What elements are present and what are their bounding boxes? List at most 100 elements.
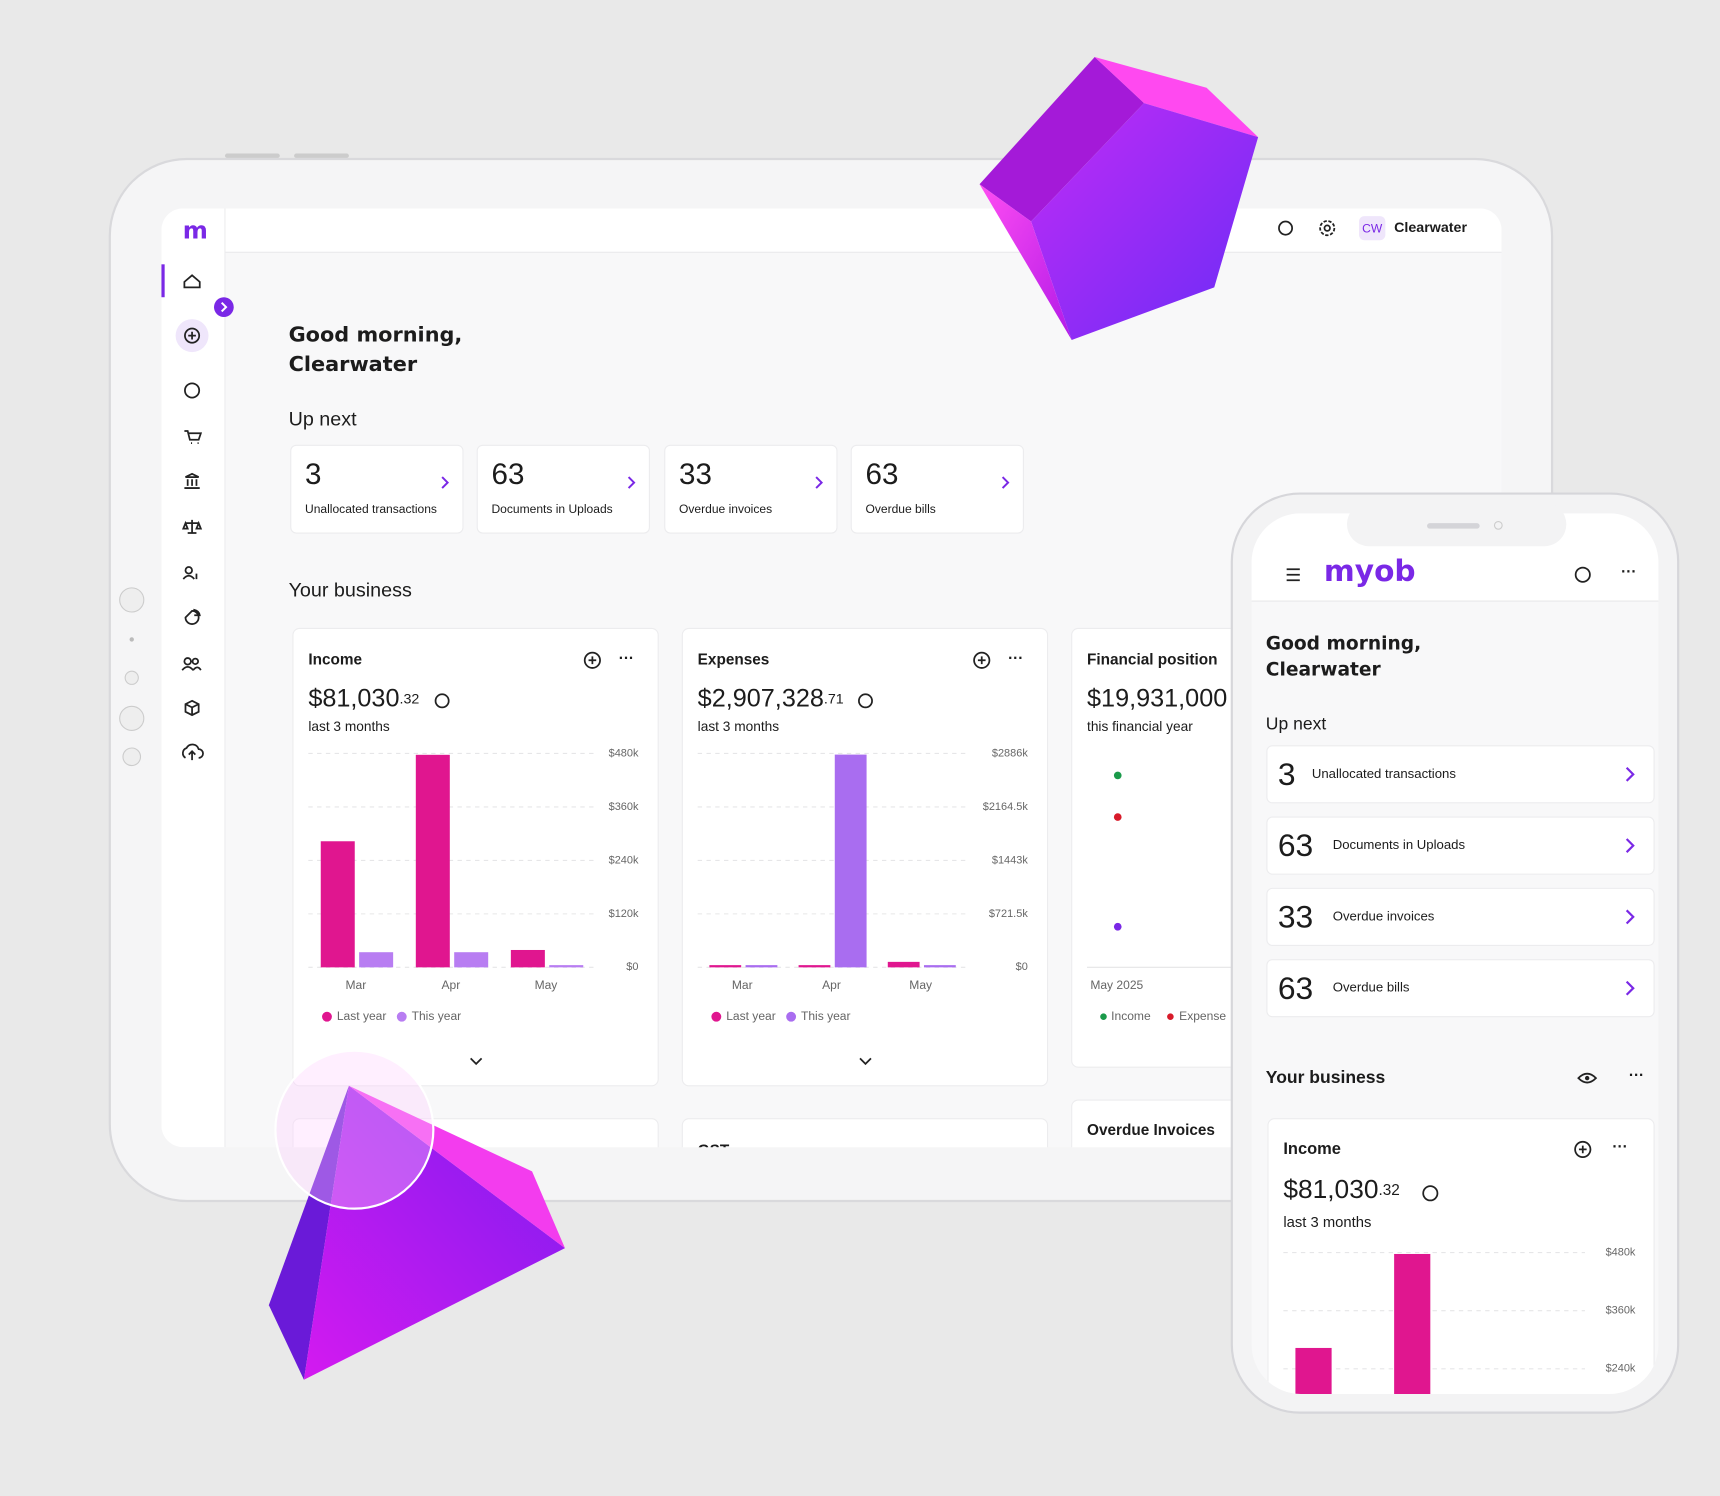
chevron: [1001, 476, 1010, 489]
info-icon[interactable]: [434, 693, 450, 709]
section-title: Up next: [1266, 714, 1327, 734]
chevron: [627, 476, 636, 489]
amount: $19,931,000: [1087, 684, 1227, 712]
expand-button[interactable]: [214, 297, 234, 317]
up-next-card[interactable]: [476, 444, 650, 534]
purchases-icon[interactable]: [184, 430, 203, 444]
card-title: Income: [308, 651, 362, 668]
account-name[interactable]: Clearwater: [1394, 220, 1467, 236]
period: last 3 months: [698, 719, 780, 734]
settings-icon[interactable]: [1319, 220, 1336, 237]
legend-label: Income: [1111, 1009, 1151, 1023]
cube-face: [979, 57, 1145, 222]
amount-main: $81,030: [308, 684, 399, 712]
lens: [274, 1049, 435, 1210]
speaker: [1427, 523, 1480, 529]
chevron: [441, 476, 450, 489]
help-icon[interactable]: [1278, 220, 1294, 236]
expand-chevron[interactable]: [859, 1057, 872, 1066]
up-next-count: 63: [491, 458, 524, 491]
help-icon[interactable]: [1574, 566, 1591, 583]
chevron: [1625, 980, 1635, 996]
accounting-icon[interactable]: [181, 519, 203, 534]
up-next-card[interactable]: [290, 444, 464, 534]
add-plus: [1578, 1145, 1587, 1154]
expand-chevron[interactable]: [470, 1057, 483, 1066]
bar: [415, 754, 450, 968]
upload-icon[interactable]: [181, 743, 204, 761]
amount-cents: .71: [824, 692, 844, 708]
payroll-icon[interactable]: [182, 566, 198, 580]
up-next-label: Unallocated transactions: [305, 502, 437, 516]
legend-label: Expense: [1179, 1009, 1226, 1023]
up-next-card[interactable]: [850, 444, 1024, 534]
up-next-count: 3: [1278, 756, 1296, 792]
up-next-label: Overdue invoices: [679, 502, 772, 516]
legend-dot: [711, 1011, 722, 1022]
bar: [454, 952, 489, 968]
period: last 3 months: [308, 719, 390, 734]
sidebar: [161, 208, 225, 1148]
add-icon[interactable]: [583, 651, 601, 669]
y-tick-label: $2886k: [992, 747, 1028, 759]
legend-dot: [1100, 1013, 1107, 1020]
legend-label: Last year: [726, 1009, 776, 1023]
add-icon[interactable]: [973, 651, 991, 669]
reports-icon[interactable]: [184, 608, 201, 625]
x-tick-label: Mar: [345, 978, 366, 992]
more-icon[interactable]: ···: [1621, 564, 1636, 581]
up-next-label: Documents in Uploads: [491, 502, 612, 516]
up-next-card[interactable]: [664, 444, 838, 534]
y-tick-label: $480k: [609, 747, 639, 759]
more-icon[interactable]: ···: [1008, 650, 1023, 667]
y-tick-label: $480k: [1606, 1246, 1636, 1258]
up-next-count: 63: [1278, 827, 1313, 863]
pyramid-face: [348, 1085, 565, 1249]
menu-icon[interactable]: [1286, 568, 1300, 582]
avatar[interactable]: [1359, 216, 1386, 241]
bar: [834, 754, 867, 968]
create-icon[interactable]: [184, 327, 201, 344]
up-next-card[interactable]: [1266, 816, 1655, 875]
contacts-icon[interactable]: [181, 657, 202, 671]
bar: [709, 965, 742, 968]
bar: [1295, 1347, 1332, 1394]
settings-center: [1323, 224, 1331, 232]
eye-icon[interactable]: [1577, 1072, 1598, 1084]
tablet-button: [122, 747, 142, 767]
up-next-count: 63: [1278, 970, 1313, 1006]
y-tick-label: $360k: [609, 801, 639, 813]
add-plus: [588, 656, 597, 665]
sales-icon[interactable]: [184, 382, 201, 399]
y-tick-label: $0: [1016, 961, 1028, 973]
more-icon[interactable]: ···: [1629, 1067, 1644, 1084]
tablet-button: [124, 670, 139, 685]
amount: $81,030.32: [1283, 1174, 1399, 1204]
bar: [359, 952, 394, 968]
home-icon[interactable]: [183, 274, 201, 289]
chevron: [1625, 909, 1635, 925]
add-icon[interactable]: [1574, 1140, 1592, 1158]
inventory-icon[interactable]: [184, 699, 200, 717]
add-plus: [977, 656, 986, 665]
x-tick-label: Apr: [442, 978, 461, 992]
up-next-card[interactable]: [1266, 887, 1655, 946]
expenses-chart: $0 $721.5k $1443k $2164.5k $2886k Mar Apr May La…: [697, 747, 1029, 1023]
chart-dot: [1113, 922, 1122, 931]
banking-icon[interactable]: [184, 472, 200, 489]
y-tick-label: $721.5k: [989, 908, 1029, 920]
bar: [1394, 1253, 1431, 1394]
legend-dot: [396, 1011, 407, 1022]
section-title: Your business: [1266, 1067, 1386, 1087]
decor-pyramid: [268, 1049, 565, 1380]
info-icon[interactable]: [858, 693, 873, 709]
more-icon[interactable]: ···: [1612, 1138, 1627, 1155]
card: [681, 1118, 1049, 1148]
info-icon[interactable]: [1422, 1185, 1439, 1202]
up-next-card[interactable]: [1266, 959, 1655, 1018]
chevron: [1625, 766, 1635, 782]
up-next-card[interactable]: [1266, 745, 1655, 804]
x-tick-label: Mar: [732, 978, 753, 992]
more-icon[interactable]: ···: [619, 650, 634, 667]
up-next-label: Documents in Uploads: [1333, 837, 1466, 852]
